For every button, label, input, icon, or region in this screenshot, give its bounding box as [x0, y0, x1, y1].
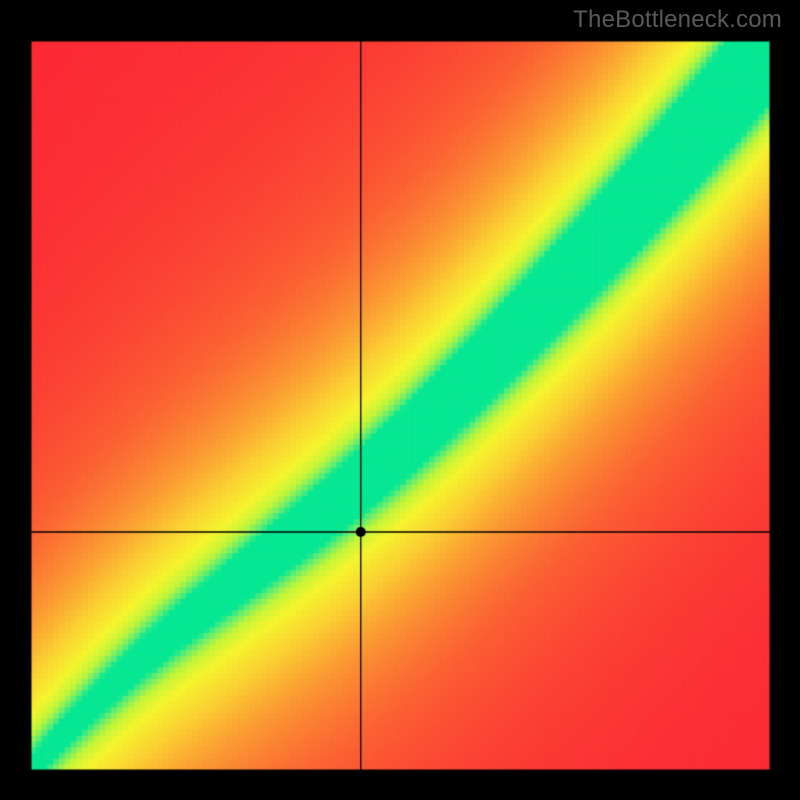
- bottleneck-heatmap: [0, 0, 800, 800]
- watermark-text: TheBottleneck.com: [573, 6, 782, 34]
- chart-container: TheBottleneck.com: [0, 0, 800, 800]
